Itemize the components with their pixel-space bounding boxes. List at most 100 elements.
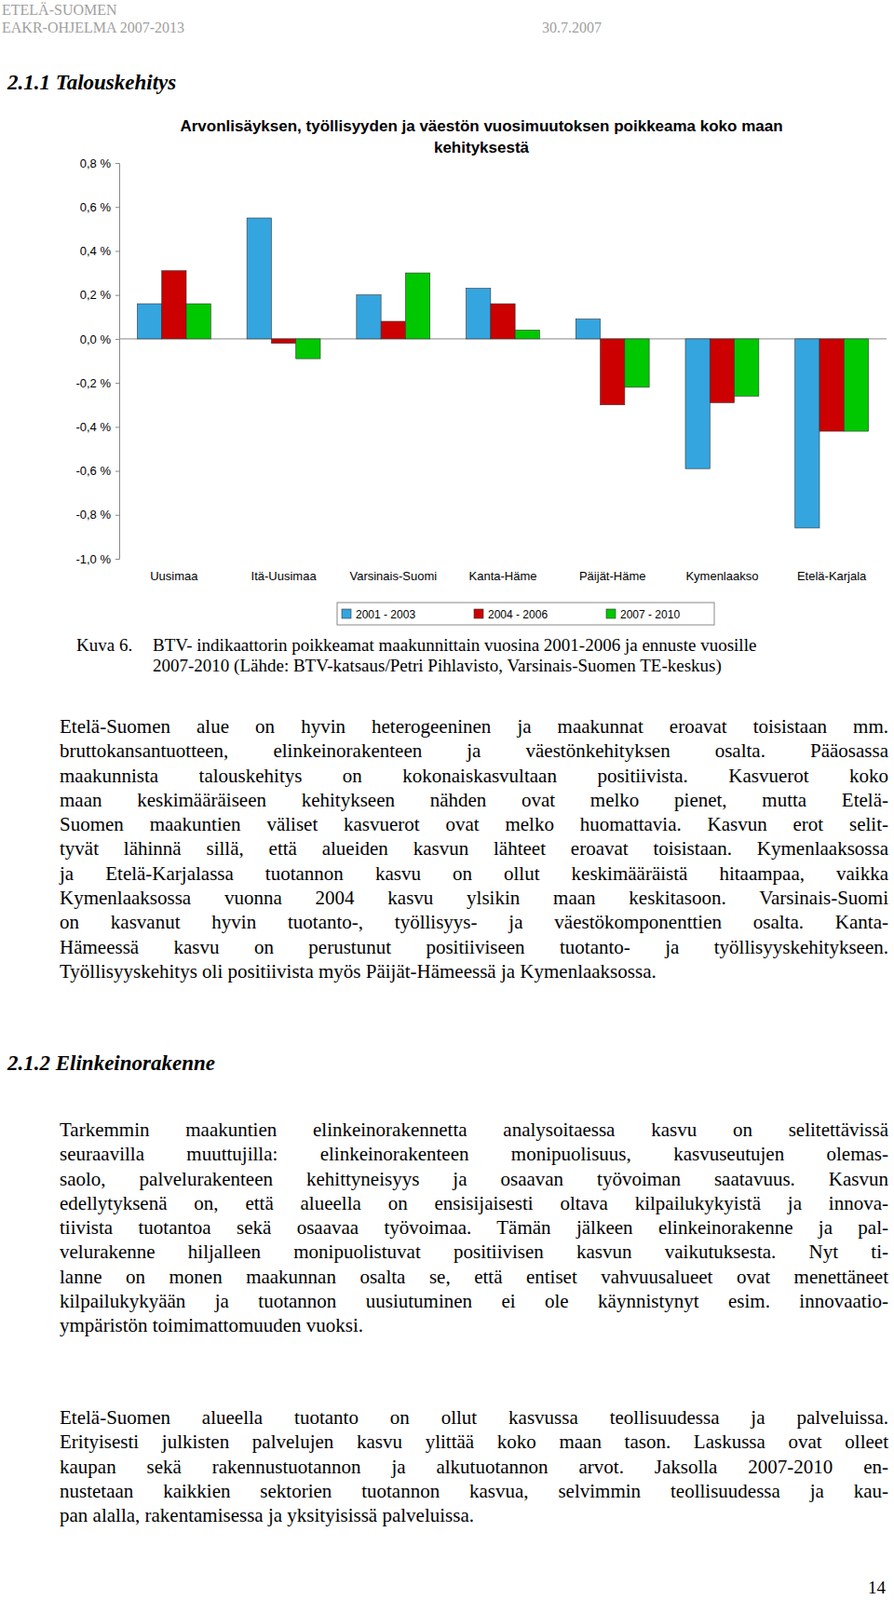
text-line: bruttokansantuotteen, elinkeinorakenteen… [59,738,889,763]
text-line: kaupan sekä rakennustuotannon ja alkutuo… [59,1454,889,1479]
legend-label: 2007 - 2010 [620,608,680,622]
text-line: Työllisyyskehitys oli positiivista myös … [59,959,889,984]
bar [380,321,406,339]
x-tick: Itä-Uusimaa [251,568,318,583]
y-tick: 0,2 % [80,287,120,302]
bar [843,338,868,432]
header-line: ETELÄ-SUOMEN [1,1,118,19]
y-tick-mark [115,295,120,297]
y-tick: -0,8 % [75,507,120,522]
bar [136,303,162,339]
bar [162,270,187,339]
y-tick: -1,0 % [75,552,120,567]
text-line: Erityisesti julkisten palvelujen kasvu y… [59,1429,889,1454]
text-line: pan alalla, rakentamisessa ja yksityisis… [59,1503,889,1528]
chart-title: Arvonlisäyksen, työllisyyden ja väestön … [155,115,808,159]
bar [685,338,710,469]
page-number: 14 [867,1577,886,1599]
y-tick-label: 0,4 % [80,243,112,258]
bar [356,295,381,339]
x-tick: Päijät-Häme [579,568,647,583]
text-line: ympäristön toimimattomuuden vuoksi. [59,1313,889,1338]
bar [466,288,491,339]
text-line: Hämeessä kasvu on perustunut positiivise… [59,934,889,960]
x-tick-label: Päijät-Häme [579,568,647,583]
x-tick: Kanta-Häme [469,568,538,583]
bar [296,338,321,359]
y-tick: 0,6 % [80,200,120,215]
y-tick-mark [115,206,120,208]
caption-line: BTV- indikaattorin poikkeamat maakunnitt… [152,635,757,656]
y-tick-label: -0,4 % [75,419,111,434]
y-tick-mark [115,471,120,473]
y-tick-mark [115,338,120,340]
caption-line: 2007-2010 (Lähde: BTV-katsaus/Petri Pihl… [152,655,722,677]
text-line: Kymenlaaksossa vuonna 2004 kasvu ylsikin… [59,885,889,910]
text-line: tiivista tuotantoa sekä osaavaa työvoima… [59,1215,889,1240]
x-tick: Varsinais-Suomi [349,568,437,583]
text-line: on kasvanut hyvin tuotanto-, työllisyys-… [59,909,889,935]
legend-swatch [474,609,484,619]
y-tick: -0,2 % [75,376,120,391]
y-tick-label: -0,2 % [75,376,111,391]
bar [709,338,734,403]
section-heading: 2.1.1 Talouskehitys [7,70,177,95]
text-line: Suomen maakuntien väliset kasvuerot ovat… [59,812,889,837]
x-tick-label: Kymenlaakso [685,568,759,583]
text-line: Tarkemmin maakuntien elinkeinorakennetta… [59,1117,889,1142]
bar [575,319,600,339]
x-tick-label: Uusimaa [149,568,199,583]
text-line: edellytyksenä on, että alueella on ensis… [59,1191,889,1216]
text-line: saolo, palvelurakenteen kehittyneisyys j… [59,1166,889,1192]
bar [514,329,540,339]
bar [819,338,844,432]
x-tick: Kymenlaakso [685,568,759,583]
y-tick-mark [115,162,120,164]
text-line: maan keskimääräiseen kehitykseen nähden … [59,787,889,813]
bar [600,338,625,406]
header-line: EAKR-OHJELMA 2007-2013 [1,19,185,37]
x-tick: Etelä-Karjala [797,568,867,583]
section-heading: 2.1.2 Elinkeinorakenne [7,1051,216,1076]
y-tick-label: 0,0 % [80,332,112,347]
header-date: 30.7.2007 [541,19,602,37]
x-tick-label: Etelä-Karjala [797,568,867,583]
y-tick: 0,8 % [80,156,120,171]
y-tick: 0,4 % [80,243,120,258]
x-tick-label: Itä-Uusimaa [251,568,318,583]
paragraph: Tarkemmin maakuntien elinkeinorakennetta… [59,1117,889,1339]
bar [734,338,759,396]
y-tick-mark [115,514,120,516]
bars [136,217,868,529]
bar [270,338,296,344]
x-tick: Uusimaa [149,568,199,583]
bar [405,272,430,339]
legend-swatch [341,609,352,619]
y-tick-mark [115,426,120,428]
paragraph: Etelä-Suomen alue on hyvin heterogeenine… [59,714,889,984]
y-axis: -1,0 % -0,8 % -0,6 % -0,4 % -0,2 % 0,0 % 0,2 %… [75,156,120,567]
text-line: Etelä-Suomen alueella tuotanto on ollut … [59,1405,889,1430]
bar [246,217,271,339]
bar [490,303,515,339]
text-line: tyvät lähinnä sillä, että alueiden kasvu… [59,836,889,861]
text-line: lanne on monen maakunnan osalta se, että… [59,1264,889,1289]
x-tick-label: Kanta-Häme [469,568,538,583]
bar [624,338,650,388]
y-tick: -0,6 % [75,463,120,478]
bar [186,303,211,339]
text-line: maakunnista talouskehitys on kokonaiskas… [59,763,889,788]
legend: 2001 - 20032004 - 20062007 - 2010 [337,602,715,625]
y-tick-label: 0,6 % [80,200,112,215]
y-tick-label: 0,8 % [80,156,112,171]
text-line: nustetaan kaikkien sektorien tuotannon k… [59,1478,889,1504]
y-tick-label: -1,0 % [75,552,111,567]
paragraph: Etelä-Suomen alueella tuotanto on ollut … [59,1405,889,1528]
y-tick-label: -0,8 % [75,507,111,522]
text-line: ja Etelä-Karjalassa tuotannon kasvu on o… [59,861,889,886]
y-tick-label: 0,2 % [80,287,112,302]
x-tick-label: Varsinais-Suomi [349,568,437,583]
chart: -1,0 % -0,8 % -0,6 % -0,4 % -0,2 % 0,0 % 0,2 %… [0,0,894,643]
legend-label: 2001 - 2003 [355,608,416,622]
y-tick-mark [115,250,120,252]
